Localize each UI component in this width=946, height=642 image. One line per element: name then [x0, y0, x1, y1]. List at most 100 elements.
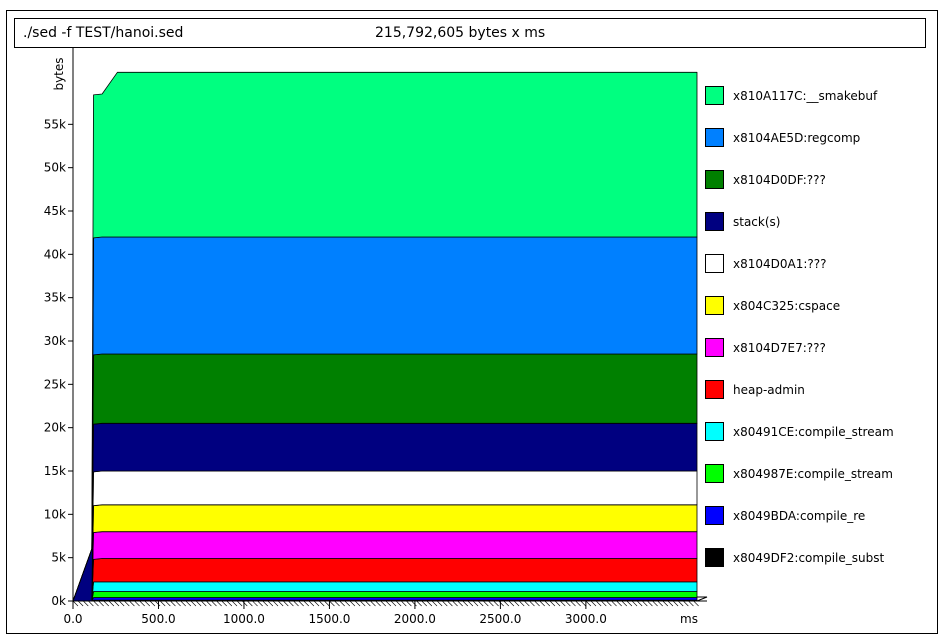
x-minor-tick: [354, 600, 361, 607]
legend-label: x810A117C:__smakebuf: [733, 89, 878, 103]
y-tick-label: 0k: [51, 594, 66, 608]
legend-label: x8104D7E7:???: [733, 341, 826, 355]
x-minor-tick: [144, 600, 151, 607]
x-minor-tick: [124, 600, 130, 607]
x-minor-tick: [113, 600, 120, 607]
x-tick-label: 3000.0: [565, 612, 607, 626]
x-minor-tick: [206, 600, 212, 607]
legend-swatch: [705, 380, 724, 399]
x-minor-tick: [359, 600, 366, 607]
y-tick-label: 55k: [44, 117, 66, 131]
x-minor-tick: [498, 600, 504, 607]
x-minor-tick: [411, 600, 417, 607]
legend-item: x8104D0DF:???: [705, 170, 935, 192]
x-minor-tick: [549, 600, 556, 607]
x-minor-tick: [431, 600, 438, 607]
x-minor-tick: [318, 600, 325, 607]
x-tick-label: 1500.0: [308, 612, 350, 626]
legend-label: x804C325:cspace: [733, 299, 841, 313]
legend-swatch: [705, 296, 724, 315]
x-minor-tick: [134, 600, 140, 607]
x-minor-tick: [483, 600, 489, 607]
x-minor-tick: [93, 600, 99, 607]
y-tick-label: 50k: [44, 161, 66, 175]
x-minor-tick: [257, 600, 263, 607]
y-tick-label: 5k: [51, 551, 66, 565]
legend-item: x8104D0A1:???: [705, 254, 935, 276]
x-minor-tick: [262, 600, 268, 607]
x-minor-tick: [288, 600, 294, 607]
x-minor-tick: [154, 600, 161, 607]
x-minor-tick: [693, 600, 699, 607]
x-minor-tick: [324, 600, 330, 607]
legend-swatch: [705, 86, 724, 105]
area-x810a117c-smakebuf: [72, 71, 698, 602]
legend-item: x8049BDA:compile_re: [705, 506, 935, 528]
command-title: ./sed -f TEST/hanoi.sed: [23, 25, 184, 41]
x-minor-tick: [595, 600, 602, 607]
x-minor-tick: [672, 600, 679, 607]
legend-item: x804987E:compile_stream: [705, 464, 935, 486]
x-minor-tick: [575, 600, 581, 607]
legend-item: x80491CE:compile_stream: [705, 422, 935, 444]
x-minor-tick: [503, 600, 510, 607]
x-minor-tick: [616, 600, 622, 607]
x-minor-tick: [554, 600, 561, 607]
legend-swatch: [705, 464, 724, 483]
x-minor-tick: [667, 600, 674, 607]
x-minor-tick: [560, 600, 566, 607]
x-minor-tick: [98, 600, 104, 607]
y-tick-label: 20k: [44, 421, 66, 435]
title-bar: ./sed -f TEST/hanoi.sed 215,792,605 byte…: [14, 18, 926, 48]
x-minor-tick: [139, 600, 145, 607]
x-minor-tick: [442, 600, 448, 607]
chart-frame: [6, 10, 938, 634]
legend-label: x8049DF2:compile_subst: [733, 551, 885, 565]
x-minor-tick: [508, 600, 515, 607]
x-minor-tick: [657, 600, 663, 607]
x-minor-tick: [221, 600, 227, 607]
area-x8049bda-compile-re: [72, 597, 698, 602]
x-minor-tick: [529, 600, 535, 607]
x-minor-tick: [108, 600, 115, 607]
x-minor-tick: [267, 600, 274, 607]
x-minor-tick: [611, 600, 617, 607]
x-minor-tick: [329, 600, 335, 607]
x-minor-tick: [170, 600, 176, 607]
legend-swatch: [705, 506, 724, 525]
x-minor-tick: [683, 600, 689, 607]
x-minor-tick: [175, 600, 181, 607]
x-minor-tick: [385, 600, 392, 607]
x-minor-tick: [421, 600, 427, 607]
y-tick-label: 45k: [44, 204, 66, 218]
x-minor-tick: [642, 600, 648, 607]
legend-item: x8049DF2:compile_subst: [705, 548, 935, 570]
legend-label: x8104D0DF:???: [733, 173, 826, 187]
x-minor-tick: [365, 600, 371, 607]
legend-item: x8104AE5D:regcomp: [705, 128, 935, 150]
legend-label: x8049BDA:compile_re: [733, 509, 866, 523]
x-minor-tick: [201, 600, 207, 607]
x-minor-tick: [195, 600, 202, 607]
x-minor-tick: [636, 600, 643, 607]
x-minor-tick: [601, 600, 607, 607]
x-minor-tick: [242, 600, 248, 607]
x-minor-tick: [380, 600, 386, 607]
x-minor-tick: [339, 600, 345, 607]
x-minor-tick: [375, 600, 381, 607]
x-axis-unit: ms: [680, 612, 698, 626]
legend-swatch: [705, 254, 724, 273]
x-tick-label: 2000.0: [394, 612, 436, 626]
x-minor-tick: [472, 600, 479, 607]
x-minor-tick: [401, 600, 407, 607]
x-minor-tick: [677, 600, 684, 607]
x-minor-tick: [447, 600, 453, 607]
x-minor-tick: [467, 600, 474, 607]
x-minor-tick: [662, 600, 669, 607]
x-minor-tick: [631, 600, 638, 607]
x-minor-tick: [426, 600, 433, 607]
legend-item: heap-admin: [705, 380, 935, 402]
x-minor-tick: [606, 600, 612, 607]
x-minor-tick: [513, 600, 520, 607]
